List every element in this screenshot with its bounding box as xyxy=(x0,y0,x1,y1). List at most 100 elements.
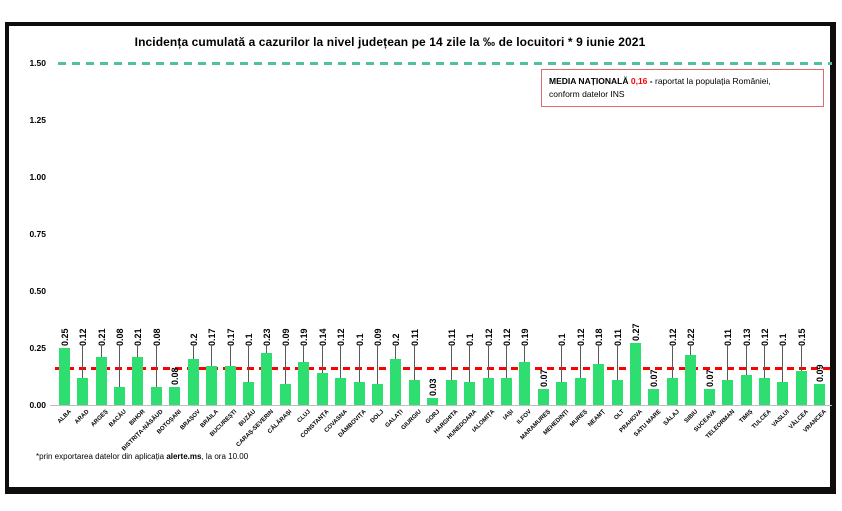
value-label: 0.17 xyxy=(226,328,236,346)
value-label: 0.21 xyxy=(97,328,107,346)
value-label: 0.08 xyxy=(115,328,125,346)
bar xyxy=(722,380,733,405)
label-leader-line xyxy=(617,346,618,380)
bar xyxy=(612,380,623,405)
bar xyxy=(501,378,512,405)
bar xyxy=(556,382,567,405)
value-label: 0.25 xyxy=(60,328,70,346)
label-leader-line xyxy=(506,346,507,378)
label-leader-line xyxy=(414,346,415,380)
value-label: 0.09 xyxy=(373,328,383,346)
label-leader-line xyxy=(764,346,765,378)
bar xyxy=(464,382,475,405)
value-label: 0.2 xyxy=(189,333,199,346)
bar xyxy=(446,380,457,405)
footnote-suffix: , la ora 10.00 xyxy=(201,452,248,461)
x-axis-line xyxy=(50,405,832,406)
label-leader-line xyxy=(801,346,802,371)
bar xyxy=(317,373,328,405)
bar xyxy=(132,357,143,405)
label-leader-line xyxy=(598,346,599,364)
value-label: 0.1 xyxy=(355,333,365,346)
label-leader-line xyxy=(580,346,581,378)
label-leader-line xyxy=(359,346,360,382)
label-leader-line xyxy=(746,346,747,375)
label-leader-line xyxy=(488,346,489,378)
value-label: 0.1 xyxy=(778,333,788,346)
national-average-annotation: MEDIA NAȚIONALĂ 0,16 - raportat la popul… xyxy=(541,69,824,107)
value-label: 0.2 xyxy=(391,333,401,346)
label-leader-line xyxy=(193,346,194,359)
bar xyxy=(96,357,107,405)
label-leader-line xyxy=(211,346,212,366)
bar xyxy=(59,348,70,405)
value-label: 0.12 xyxy=(78,328,88,346)
label-leader-line xyxy=(395,346,396,359)
bar xyxy=(648,389,659,405)
value-label: 0.15 xyxy=(797,328,807,346)
value-label: 0.09 xyxy=(281,328,291,346)
bar xyxy=(685,355,696,405)
bar xyxy=(151,387,162,405)
value-label: 0.07 xyxy=(705,370,715,388)
label-leader-line xyxy=(285,346,286,384)
label-leader-line xyxy=(322,346,323,373)
value-label: 0.23 xyxy=(262,328,272,346)
bar xyxy=(538,389,549,405)
value-label: 0.12 xyxy=(336,328,346,346)
value-label: 0.08 xyxy=(152,328,162,346)
bar xyxy=(409,380,420,405)
label-leader-line xyxy=(340,346,341,378)
label-leader-line xyxy=(101,346,102,357)
bar xyxy=(354,382,365,405)
label-leader-line xyxy=(248,346,249,382)
bar xyxy=(704,389,715,405)
y-tick-label: 0.25 xyxy=(6,343,46,353)
label-leader-line xyxy=(782,346,783,382)
y-tick-label: 0.00 xyxy=(6,400,46,410)
annotation-dash: - xyxy=(650,76,653,86)
label-leader-line xyxy=(690,346,691,355)
value-label: 0.11 xyxy=(447,329,457,346)
value-label: 0.07 xyxy=(649,370,659,388)
label-leader-line xyxy=(451,346,452,380)
bar xyxy=(741,375,752,405)
bar xyxy=(667,378,678,405)
value-label: 0.1 xyxy=(465,333,475,346)
value-label: 0.12 xyxy=(576,328,586,346)
footnote-app-name: alerte.ms xyxy=(166,452,201,461)
value-label: 0.07 xyxy=(539,370,549,388)
label-leader-line xyxy=(672,346,673,378)
value-label: 0.22 xyxy=(686,328,696,346)
label-leader-line xyxy=(561,346,562,382)
bar xyxy=(593,364,604,405)
bar xyxy=(796,371,807,405)
chart-title: Incidența cumulată a cazurilor la nivel … xyxy=(55,35,725,49)
bar xyxy=(77,378,88,405)
label-leader-line xyxy=(469,346,470,382)
value-label: 0.21 xyxy=(133,328,143,346)
label-leader-line xyxy=(82,346,83,378)
label-leader-line xyxy=(727,346,728,380)
y-tick-label: 0.75 xyxy=(6,229,46,239)
bar xyxy=(188,359,199,405)
bar xyxy=(280,384,291,405)
bar xyxy=(759,378,770,405)
value-label: 0.08 xyxy=(170,367,180,385)
y-tick-label: 0.50 xyxy=(6,286,46,296)
label-leader-line xyxy=(230,346,231,366)
bar xyxy=(814,384,825,405)
bar xyxy=(114,387,125,405)
bar xyxy=(427,398,438,405)
bar xyxy=(575,378,586,405)
y-tick-label: 1.00 xyxy=(6,172,46,182)
bar xyxy=(206,366,217,405)
footnote-prefix: *prin exportarea datelor din aplicația xyxy=(36,452,166,461)
value-label: 0.13 xyxy=(742,328,752,346)
bar xyxy=(298,362,309,405)
label-leader-line xyxy=(137,346,138,357)
label-leader-line xyxy=(266,346,267,353)
value-label: 0.14 xyxy=(318,328,328,346)
bar xyxy=(777,382,788,405)
bar xyxy=(169,387,180,405)
